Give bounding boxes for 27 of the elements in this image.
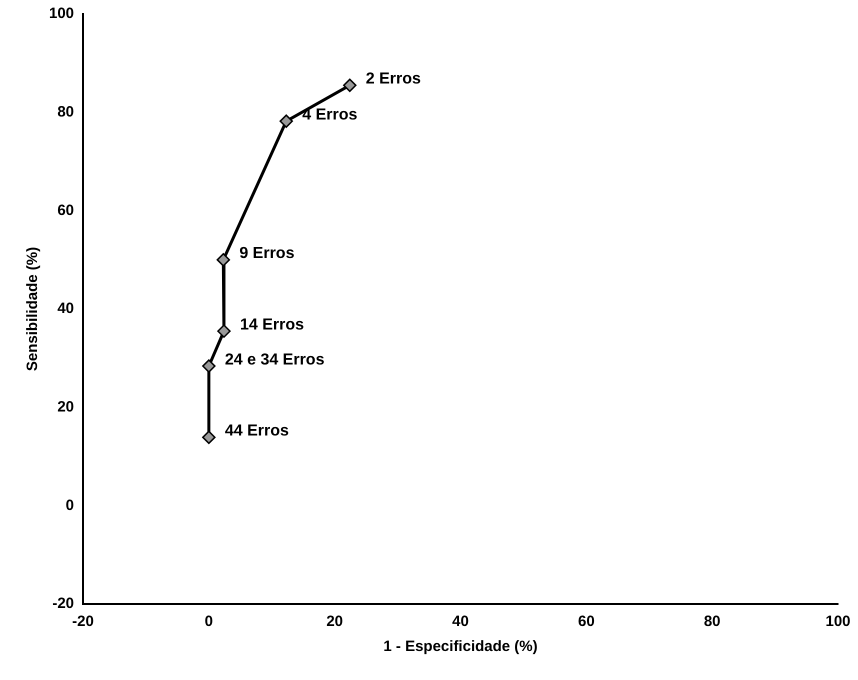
y-tick-label: -20: [52, 595, 74, 612]
y-tick-label: 60: [57, 202, 74, 219]
annotation: 2 Erros: [366, 70, 422, 88]
x-tick-label: 80: [704, 613, 721, 630]
x-tick-label: 40: [452, 613, 469, 630]
x-axis-title: 1 - Especificidade (%): [383, 638, 538, 656]
annotation: 14 Erros: [240, 316, 304, 334]
annotation: 9 Erros: [239, 245, 295, 262]
annotation: 24 e 34 Erros: [224, 351, 325, 368]
annotation: 44 Erros: [224, 422, 289, 440]
y-tick-label: 100: [48, 5, 74, 22]
point: [343, 78, 357, 92]
x-tick-label: 20: [326, 613, 344, 630]
point: [202, 359, 216, 373]
point: [279, 114, 293, 128]
y-tick-label: 40: [57, 300, 74, 318]
y-tick-label: 20: [57, 398, 74, 416]
point: [216, 253, 230, 267]
y-tick-label: 80: [57, 103, 74, 120]
point: [217, 324, 231, 338]
x-tick-label: 0: [204, 613, 214, 630]
y-tick-label: 0: [66, 496, 74, 514]
x-tick-label: -20: [72, 613, 94, 630]
x-tick-label: 100: [825, 613, 851, 630]
point: [202, 430, 216, 444]
x-tick-label: 60: [578, 613, 595, 630]
y-axis-title: Sensibilidade (%): [24, 246, 42, 372]
